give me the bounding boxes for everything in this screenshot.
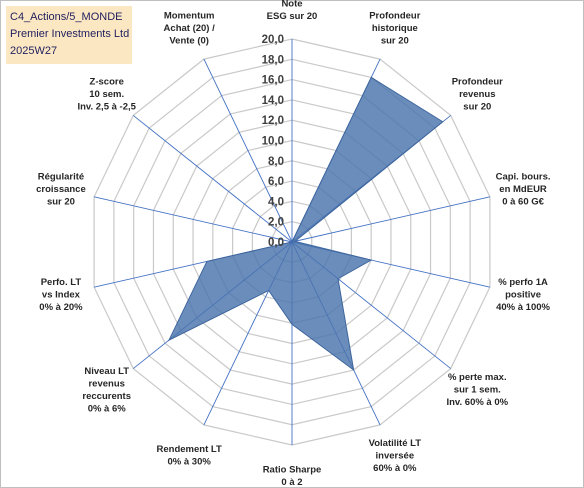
axis-label: Z-score 10 sem. Inv. 2,5 à -2,5 bbox=[77, 76, 136, 112]
axis-label: Niveau LT revenus reccurents 0% à 6% bbox=[82, 366, 131, 415]
info-company: Premier Investments Ltd bbox=[10, 28, 130, 40]
axis-label: Ratio Sharpe 0 à 2 bbox=[263, 465, 322, 488]
tick-label: 16,0 bbox=[262, 75, 284, 87]
axis-label: Régularité croissance sur 20 bbox=[36, 172, 86, 208]
axis-label: Perfo. LT vs Index 0% à 20% bbox=[39, 277, 83, 313]
tick-label: 4,0 bbox=[268, 196, 284, 208]
info-week: 2025W27 bbox=[10, 45, 58, 57]
tick-label: 20,0 bbox=[262, 34, 284, 46]
tick-label: 12,0 bbox=[262, 115, 284, 127]
axis-spoke bbox=[291, 196, 491, 243]
tick-label: 10,0 bbox=[262, 136, 284, 148]
axis-label: Profondeur revenus sur 20 bbox=[452, 76, 503, 112]
tick-label: 14,0 bbox=[262, 95, 284, 107]
axis-label: Capi. bours. en MdEUR 0 à 60 G€ bbox=[496, 172, 551, 208]
axis-label: Note ESG sur 20 bbox=[267, 0, 318, 22]
info-category: C4_Actions/5_MONDE bbox=[10, 11, 123, 23]
axis-label: Rendement LT 0% à 30% bbox=[157, 444, 222, 468]
axis-spoke bbox=[133, 115, 293, 243]
tick-label: 6,0 bbox=[268, 176, 284, 188]
axis-label: Volatilité LT inversée 60% à 0% bbox=[369, 438, 422, 474]
axis-spoke bbox=[93, 196, 293, 243]
axis-label: % perfo 1A positive 40% à 100% bbox=[496, 277, 550, 313]
axis-label: Profondeur historique sur 20 bbox=[369, 11, 420, 47]
tick-label: 18,0 bbox=[262, 54, 284, 66]
tick-label: 8,0 bbox=[268, 156, 284, 168]
series-area bbox=[167, 76, 444, 372]
tick-label: 2,0 bbox=[268, 217, 284, 229]
axis-spoke bbox=[203, 58, 293, 243]
axis-label: Momentum Achat (20) / Vente (0) bbox=[164, 11, 216, 47]
tick-label: 0,0 bbox=[268, 237, 284, 249]
info-box: C4_Actions/5_MONDE Premier Investments L… bbox=[6, 6, 132, 64]
axis-label: % perte max. sur 1 sem. Inv. 60% à 0% bbox=[446, 372, 508, 408]
